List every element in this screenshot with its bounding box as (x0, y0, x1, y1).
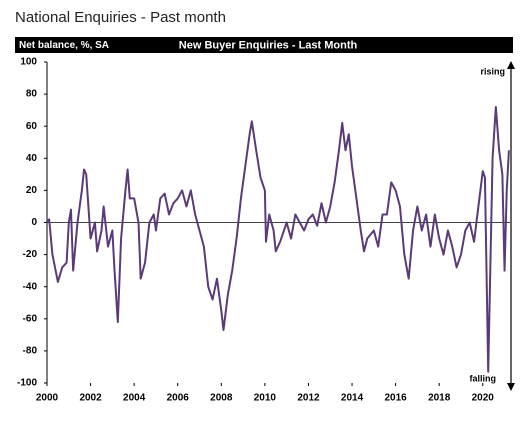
data-line (46, 105, 510, 373)
y-tick-label: 60 (26, 121, 38, 132)
chart-subtitle: New Buyer Enquiries - Last Month (179, 39, 358, 51)
y-tick-label: -20 (23, 249, 38, 260)
x-tick-label: 2008 (210, 393, 233, 404)
y-tick-label: 0 (31, 217, 37, 228)
x-tick-label: 2014 (341, 393, 364, 404)
x-tick-label: 2004 (123, 393, 146, 404)
y-tick-label: 20 (26, 185, 38, 196)
annotation: rising (480, 66, 505, 76)
y-tick-label: 100 (20, 57, 37, 68)
y-axis-label: Net balance, %, SA (19, 40, 109, 51)
y-tick-label: -100 (17, 378, 37, 389)
y-tick-label: -40 (23, 281, 38, 292)
x-tick-label: 2020 (472, 393, 495, 404)
annotation: falling (470, 373, 497, 383)
y-tick-label: -80 (23, 346, 38, 357)
x-tick-label: 2012 (297, 393, 320, 404)
chart-title: National Enquiries - Past month (15, 9, 226, 26)
x-tick-label: 2002 (79, 393, 102, 404)
y-tick-label: 80 (26, 89, 38, 100)
x-tick-label: 2000 (36, 393, 59, 404)
x-tick-label: 2018 (428, 393, 451, 404)
x-tick-label: 2006 (167, 393, 190, 404)
x-tick-label: 2016 (384, 393, 407, 404)
x-tick-label: 2010 (254, 393, 277, 404)
y-tick-label: 40 (26, 153, 38, 164)
y-tick-label: -60 (23, 313, 38, 324)
header-bar (15, 37, 513, 53)
